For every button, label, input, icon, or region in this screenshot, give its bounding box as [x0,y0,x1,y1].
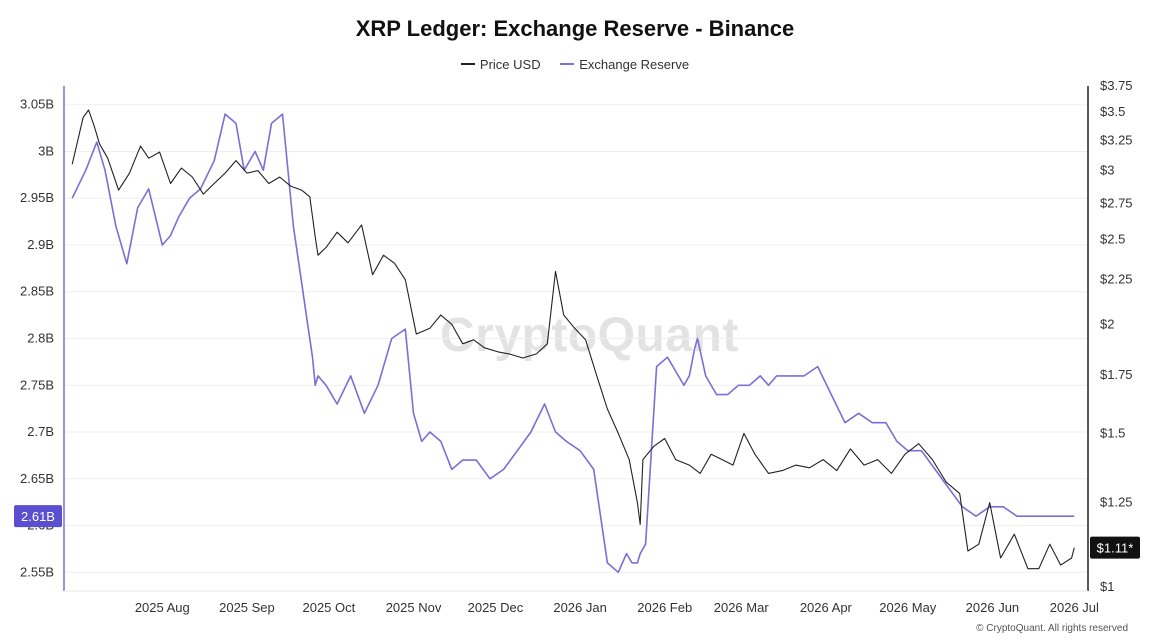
current-reserve-tag [14,505,62,528]
right-tick-label: $2.75 [1100,196,1133,211]
right-tick-label: $3.5 [1100,104,1125,119]
series-layer [71,109,1075,574]
right-tick-label: $1 [1100,579,1114,594]
x-tick-label: 2025 Nov [386,600,442,615]
right-tick-label: $1.75 [1100,367,1133,382]
right-tick-label: $2.5 [1100,232,1125,247]
legend-item-price[interactable]: Price USD [460,56,541,72]
right-tick-label: $1.5 [1100,425,1125,440]
x-axis-ticks: 2025 Aug 2025 Sep 2025 Oct 2025 Nov 2025 Dec… [135,600,1099,615]
left-tick-label: 2.85B [20,284,54,299]
right-tick-label: $2 [1100,316,1114,331]
right-tick-label: $1.25 [1100,495,1133,510]
x-tick-label: 2026 Apr [800,600,853,615]
left-tick-label: 2.55B [20,564,54,579]
legend-swatch-price [460,63,475,65]
series-line-price-usd [71,109,1075,570]
left-tick-label: 2.8B [27,331,54,346]
current-price-label: $1.11* [1097,541,1134,556]
chart-legend: Price USD Exchange Reserve [0,53,1150,72]
right-tick-label: $3 [1100,163,1114,178]
x-tick-label: 2026 May [879,600,937,615]
x-tick-label: 2025 Aug [135,600,190,615]
left-tick-label: 2.7B [27,424,54,439]
chart-title: XRP Ledger: Exchange Reserve - Binance [355,16,795,41]
legend-label-reserve: Exchange Reserve [579,56,690,72]
left-tick-label: 3.05B [20,97,54,112]
left-tick-label: 2.9B [27,237,54,252]
x-tick-label: 2026 Jun [966,600,1020,615]
x-tick-label: 2026 Jul [1050,600,1099,615]
left-axis-ticks: 3.05B 3B 2.95B 2.9B 2.85B 2.8B 2.75B 2.7B 2.65B 2… [20,97,54,580]
left-tick-label: 2.65B [20,471,54,486]
legend-label-price: Price USD [479,56,541,72]
copyright-credit: © CryptoQuant. All rights reserved [976,623,1128,634]
x-tick-label: 2025 Dec [468,600,524,615]
grid-lines [64,104,1088,573]
x-tick-label: 2026 Feb [637,600,692,615]
x-tick-label: 2026 Mar [714,600,770,615]
left-tick-label: 3B [38,143,54,158]
current-reserve-label: 2.61B [21,509,55,524]
legend-swatch-reserve [560,63,575,65]
current-value-tags: 2.61B $1.11* [14,505,1140,559]
series-line-exchange-reserve [71,113,1075,574]
x-tick-label: 2025 Oct [302,600,355,615]
legend-item-reserve[interactable]: Exchange Reserve [560,57,689,72]
left-tick-label: 2.75B [20,377,54,392]
right-axis-ticks: $3.75 $3.5 $3.25 $3 $2.75 $2.5 $2.25 $2 $1.75 $1.… [1100,78,1133,594]
right-tick-label: $3.25 [1100,132,1133,147]
right-tick-label: $2.25 [1100,272,1133,287]
current-price-tag [1090,536,1140,559]
left-tick-label: 2.95B [20,190,54,205]
x-tick-label: 2026 Jan [553,600,607,615]
x-tick-label: 2025 Sep [219,600,275,615]
right-tick-label: $3.75 [1100,78,1133,93]
